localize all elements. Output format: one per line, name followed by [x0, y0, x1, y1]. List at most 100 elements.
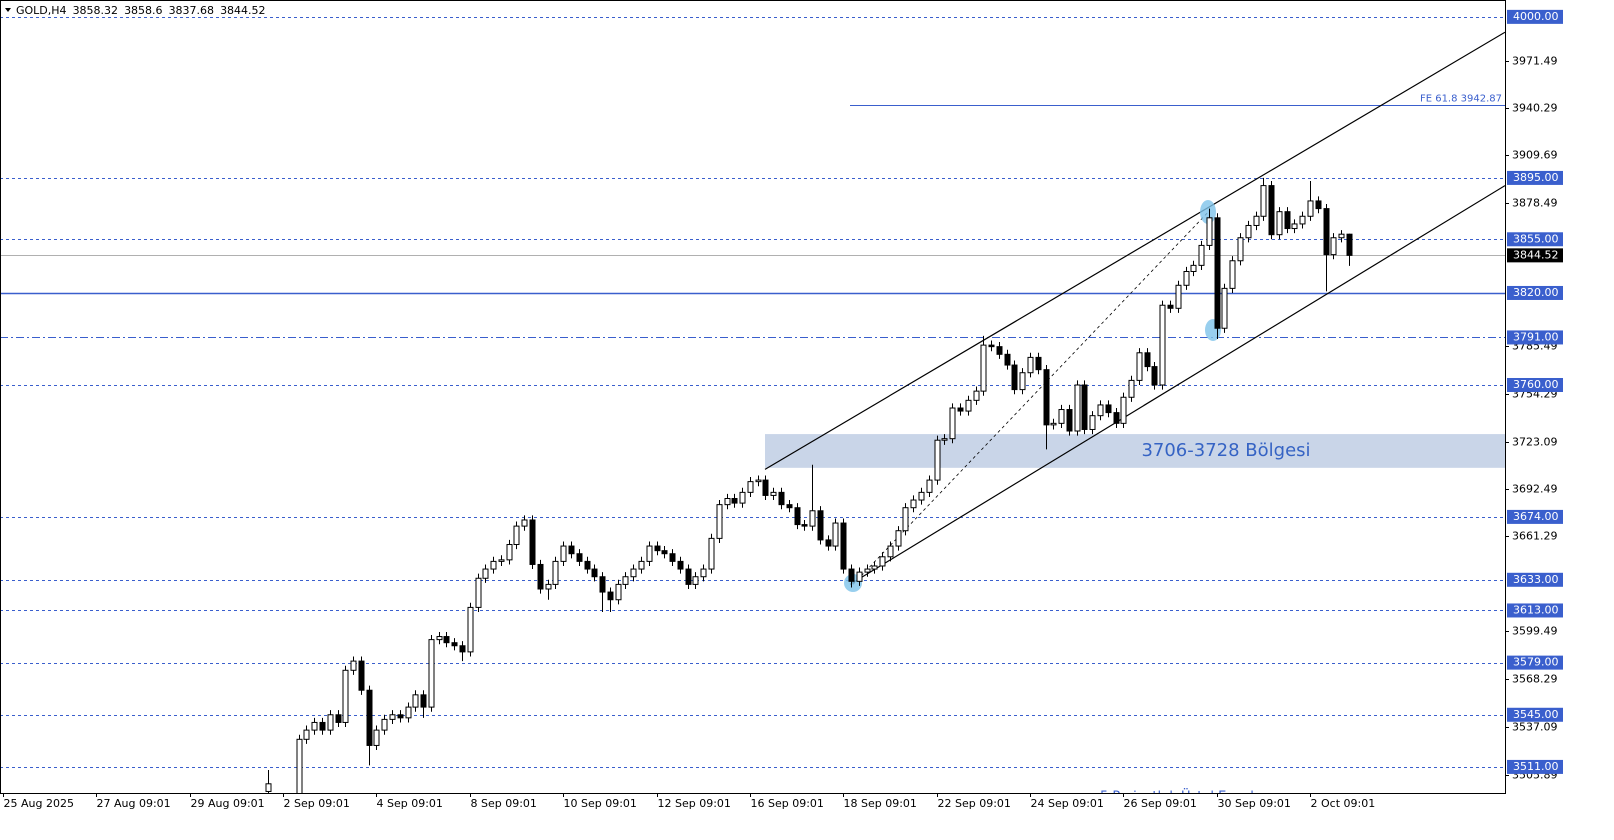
plot-area: 3706-3728 Bölgesi FE 61.8 3942.87 5 Periyo… [0, 17, 1505, 793]
candle-body [1004, 353, 1011, 366]
candle-body [568, 545, 575, 555]
candle-body [1190, 264, 1197, 272]
candle-body [1089, 415, 1096, 430]
candle-body [871, 565, 878, 570]
candle-body [615, 583, 622, 601]
fe-label: FE 61.8 3942.87 [1420, 94, 1502, 105]
candle-body [840, 522, 847, 570]
trend-line [764, 31, 1505, 470]
candle-body [1136, 352, 1143, 381]
zone-label: 3706-3728 Bölgesi [1141, 440, 1310, 461]
x-tick-label: 4 Sep 09:01 [377, 797, 443, 810]
candle-body [1011, 364, 1018, 391]
candle-body [1214, 217, 1221, 329]
candle-body [778, 491, 785, 506]
trend-line [849, 185, 1505, 585]
level-label-box [1507, 509, 1563, 524]
candle-body [794, 507, 801, 526]
level-label: 3674.00 [1513, 510, 1559, 523]
candle-body [988, 344, 995, 348]
candle-body [700, 568, 707, 578]
candle-body [1019, 372, 1026, 391]
candle-body [521, 519, 528, 527]
candle-body [335, 714, 342, 723]
candle-body [762, 479, 769, 496]
candle-body [1229, 260, 1236, 289]
y-tick-label: 3971.49 [1512, 55, 1558, 68]
candle-body [552, 560, 559, 585]
candle-body [1081, 384, 1088, 430]
candle-body [1050, 422, 1057, 426]
candle-body [801, 524, 808, 527]
candle-body [809, 510, 816, 527]
level-label-box [1507, 377, 1563, 392]
level-label: 3545.00 [1513, 708, 1559, 721]
header-value: 3858.32 [73, 4, 119, 17]
header-value: GOLD,H4 [16, 4, 67, 17]
level-label-box [1507, 707, 1563, 722]
y-tick-label: 3599.49 [1512, 625, 1558, 638]
x-tick-label: 25 Aug 2025 [4, 797, 74, 810]
current-price-box [1507, 248, 1563, 263]
candle-body [459, 645, 466, 653]
x-tick-label: 27 Aug 09:01 [97, 797, 171, 810]
level-label: 3791.00 [1513, 330, 1559, 343]
candle-body [1253, 215, 1260, 226]
candle-body [381, 718, 388, 731]
level-label: 4000.00 [1513, 10, 1559, 23]
axes: 3971.493940.293909.693878.493785.493754.… [0, 0, 1563, 810]
candle-body [1027, 356, 1034, 374]
candle-body [1128, 379, 1135, 398]
candle-body [1105, 404, 1112, 414]
candle-body [708, 537, 715, 570]
candle-body [973, 390, 980, 401]
candle-body [1058, 409, 1065, 424]
candle-body [747, 481, 754, 493]
candle-body [405, 706, 412, 719]
y-tick-label: 3909.69 [1512, 149, 1558, 162]
level-label-box [1507, 603, 1563, 618]
candle-body [630, 568, 637, 578]
y-tick-label: 3940.29 [1512, 102, 1558, 115]
candle-body [475, 577, 482, 608]
candle-body [1237, 237, 1244, 262]
candle-body [654, 545, 661, 552]
candle-body [716, 504, 723, 539]
level-label: 3579.00 [1513, 656, 1559, 669]
level-label-box [1507, 9, 1563, 24]
level-label-box [1507, 232, 1563, 247]
candle-body [965, 399, 972, 412]
level-label: 3855.00 [1513, 232, 1559, 245]
candle-body [817, 510, 824, 541]
candle-body [591, 568, 598, 578]
candle-body [584, 560, 591, 570]
candle-body [731, 498, 738, 504]
candle-body [902, 507, 909, 532]
candle-body [451, 642, 458, 647]
candle-body [1260, 185, 1267, 217]
level-label-box [1507, 330, 1563, 345]
candle-body [296, 738, 303, 793]
candle-body [1206, 217, 1213, 246]
candle-body [482, 568, 489, 579]
candle-body [1338, 233, 1345, 239]
candle-body [443, 636, 450, 644]
zone [765, 434, 1505, 468]
candle-body [1066, 409, 1073, 432]
header-value: 3844.52 [220, 4, 266, 17]
candle-body [1043, 369, 1050, 426]
x-tick-label: 10 Sep 09:01 [564, 797, 637, 810]
candle-body [1097, 404, 1104, 417]
candle-body [895, 530, 902, 547]
x-tick-label: 29 Aug 09:01 [191, 797, 265, 810]
candle-body [926, 479, 933, 493]
candle-body [1159, 304, 1166, 386]
candle-body [879, 556, 886, 567]
y-tick-label: 3568.29 [1512, 673, 1558, 686]
candle-body [949, 407, 956, 440]
x-tick-label: 22 Sep 09:01 [938, 797, 1011, 810]
candle-body [918, 491, 925, 501]
candle-body [529, 519, 536, 565]
candle-body [389, 714, 396, 720]
candle-body [1120, 396, 1127, 424]
